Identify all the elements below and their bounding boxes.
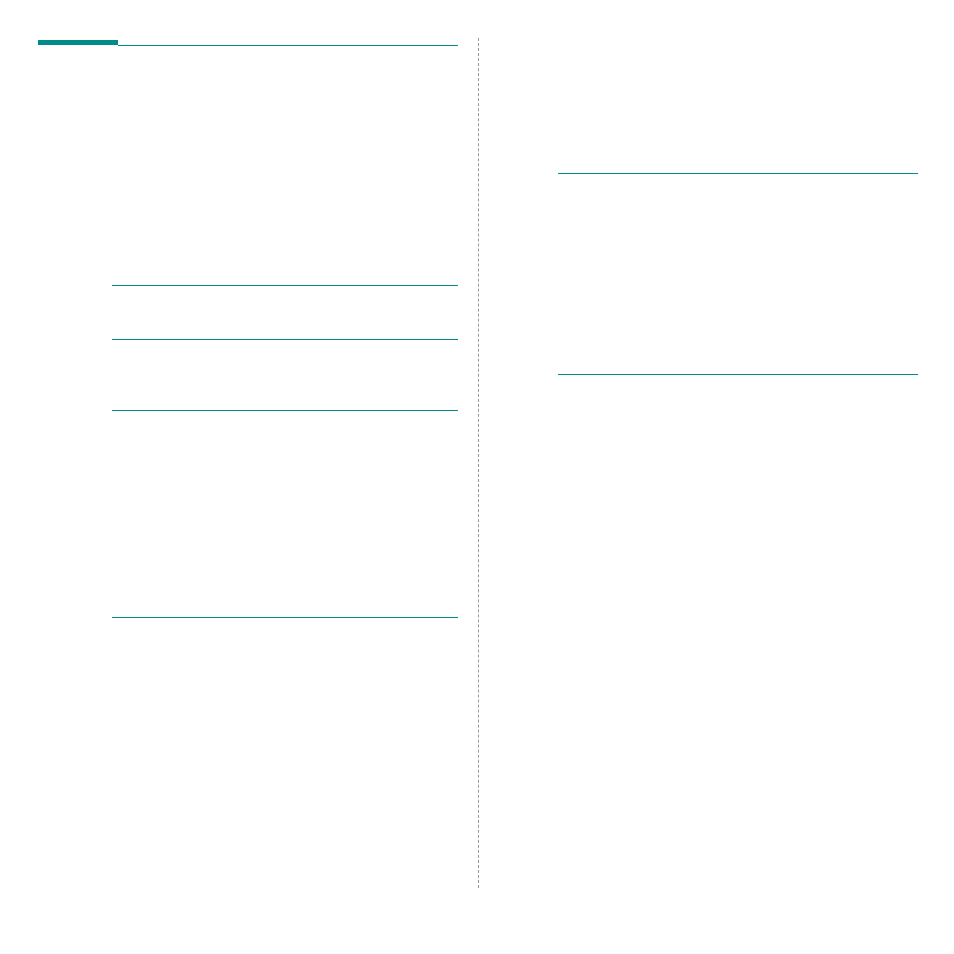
section-rule: [558, 173, 918, 174]
section-rule: [112, 285, 458, 286]
section-rule: [112, 617, 458, 618]
section-rule: [112, 410, 458, 411]
section-rule: [112, 339, 458, 340]
left-column: [38, 38, 458, 618]
column-divider: [478, 38, 479, 888]
document-page: [0, 0, 954, 954]
right-column: [558, 38, 918, 375]
section-rule: [558, 374, 918, 375]
